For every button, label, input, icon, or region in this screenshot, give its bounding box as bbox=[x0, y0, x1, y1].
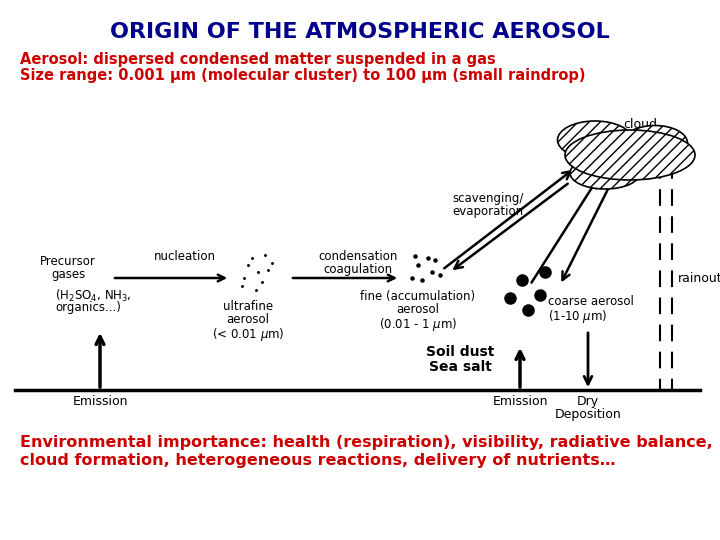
Text: scavenging/: scavenging/ bbox=[452, 192, 523, 205]
Text: organics...): organics...) bbox=[55, 301, 121, 314]
Ellipse shape bbox=[557, 121, 632, 159]
Text: ultrafine: ultrafine bbox=[223, 300, 273, 313]
Text: rainout: rainout bbox=[678, 272, 720, 285]
Text: coarse aerosol: coarse aerosol bbox=[548, 295, 634, 308]
Text: Deposition: Deposition bbox=[554, 408, 621, 421]
Text: nucleation: nucleation bbox=[154, 250, 216, 263]
Text: Emission: Emission bbox=[72, 395, 127, 408]
Text: coagulation: coagulation bbox=[323, 263, 392, 276]
Text: gases: gases bbox=[51, 268, 85, 281]
Ellipse shape bbox=[570, 157, 640, 189]
Text: Sea salt: Sea salt bbox=[428, 360, 492, 374]
Text: cloud: cloud bbox=[623, 118, 657, 131]
Text: evaporation: evaporation bbox=[452, 205, 523, 218]
Text: (H$_2$SO$_4$, NH$_3$,: (H$_2$SO$_4$, NH$_3$, bbox=[55, 288, 132, 304]
Text: Precursor: Precursor bbox=[40, 255, 96, 268]
Text: cloud formation, heterogeneous reactions, delivery of nutrients…: cloud formation, heterogeneous reactions… bbox=[20, 453, 616, 468]
Text: Environmental importance: health (respiration), visibility, radiative balance,: Environmental importance: health (respir… bbox=[20, 435, 713, 450]
Text: Soil dust: Soil dust bbox=[426, 345, 494, 359]
Text: aerosol: aerosol bbox=[227, 313, 269, 326]
Text: fine (accumulation): fine (accumulation) bbox=[361, 290, 476, 303]
Text: aerosol: aerosol bbox=[397, 303, 439, 316]
Text: (< 0.01 $\mu$m): (< 0.01 $\mu$m) bbox=[212, 326, 284, 343]
Text: Emission: Emission bbox=[492, 395, 548, 408]
Text: (1-10 $\mu$m): (1-10 $\mu$m) bbox=[548, 308, 608, 325]
Text: Dry: Dry bbox=[577, 395, 599, 408]
Text: ORIGIN OF THE ATMOSPHERIC AEROSOL: ORIGIN OF THE ATMOSPHERIC AEROSOL bbox=[110, 22, 610, 42]
Text: Aerosol: dispersed condensed matter suspended in a gas: Aerosol: dispersed condensed matter susp… bbox=[20, 52, 496, 67]
Ellipse shape bbox=[623, 125, 688, 160]
Text: Size range: 0.001 μm (molecular cluster) to 100 μm (small raindrop): Size range: 0.001 μm (molecular cluster)… bbox=[20, 68, 585, 83]
Text: (0.01 - 1 $\mu$m): (0.01 - 1 $\mu$m) bbox=[379, 316, 457, 333]
Text: condensation: condensation bbox=[318, 250, 397, 263]
Ellipse shape bbox=[565, 130, 695, 180]
